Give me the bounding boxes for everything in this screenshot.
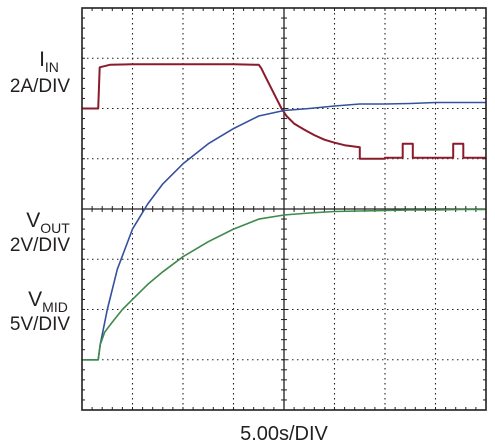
vout-label: VOUT [26,209,70,236]
iin-label: IIN [39,48,59,75]
graticule [82,8,486,410]
iin-scale: 2A/DIV [10,76,71,97]
vmid-scale: 5V/DIV [10,314,71,335]
iin-subscript: IN [45,59,59,75]
vout-scale: 2V/DIV [10,235,71,256]
traces [82,63,486,361]
plot-frame [81,7,487,411]
x-axis-label: 5.00s/DIV [240,423,328,445]
trace-line-1 [82,63,486,160]
vmid-label: VMID [28,288,68,315]
vout-symbol: V [26,209,40,232]
vmid-symbol: V [28,288,42,311]
vmid-subscript: MID [42,299,68,315]
vout-subscript: OUT [40,220,70,236]
trace-line-3 [82,208,486,361]
trace-line-2 [82,101,486,361]
iin-symbol: I [39,48,45,71]
